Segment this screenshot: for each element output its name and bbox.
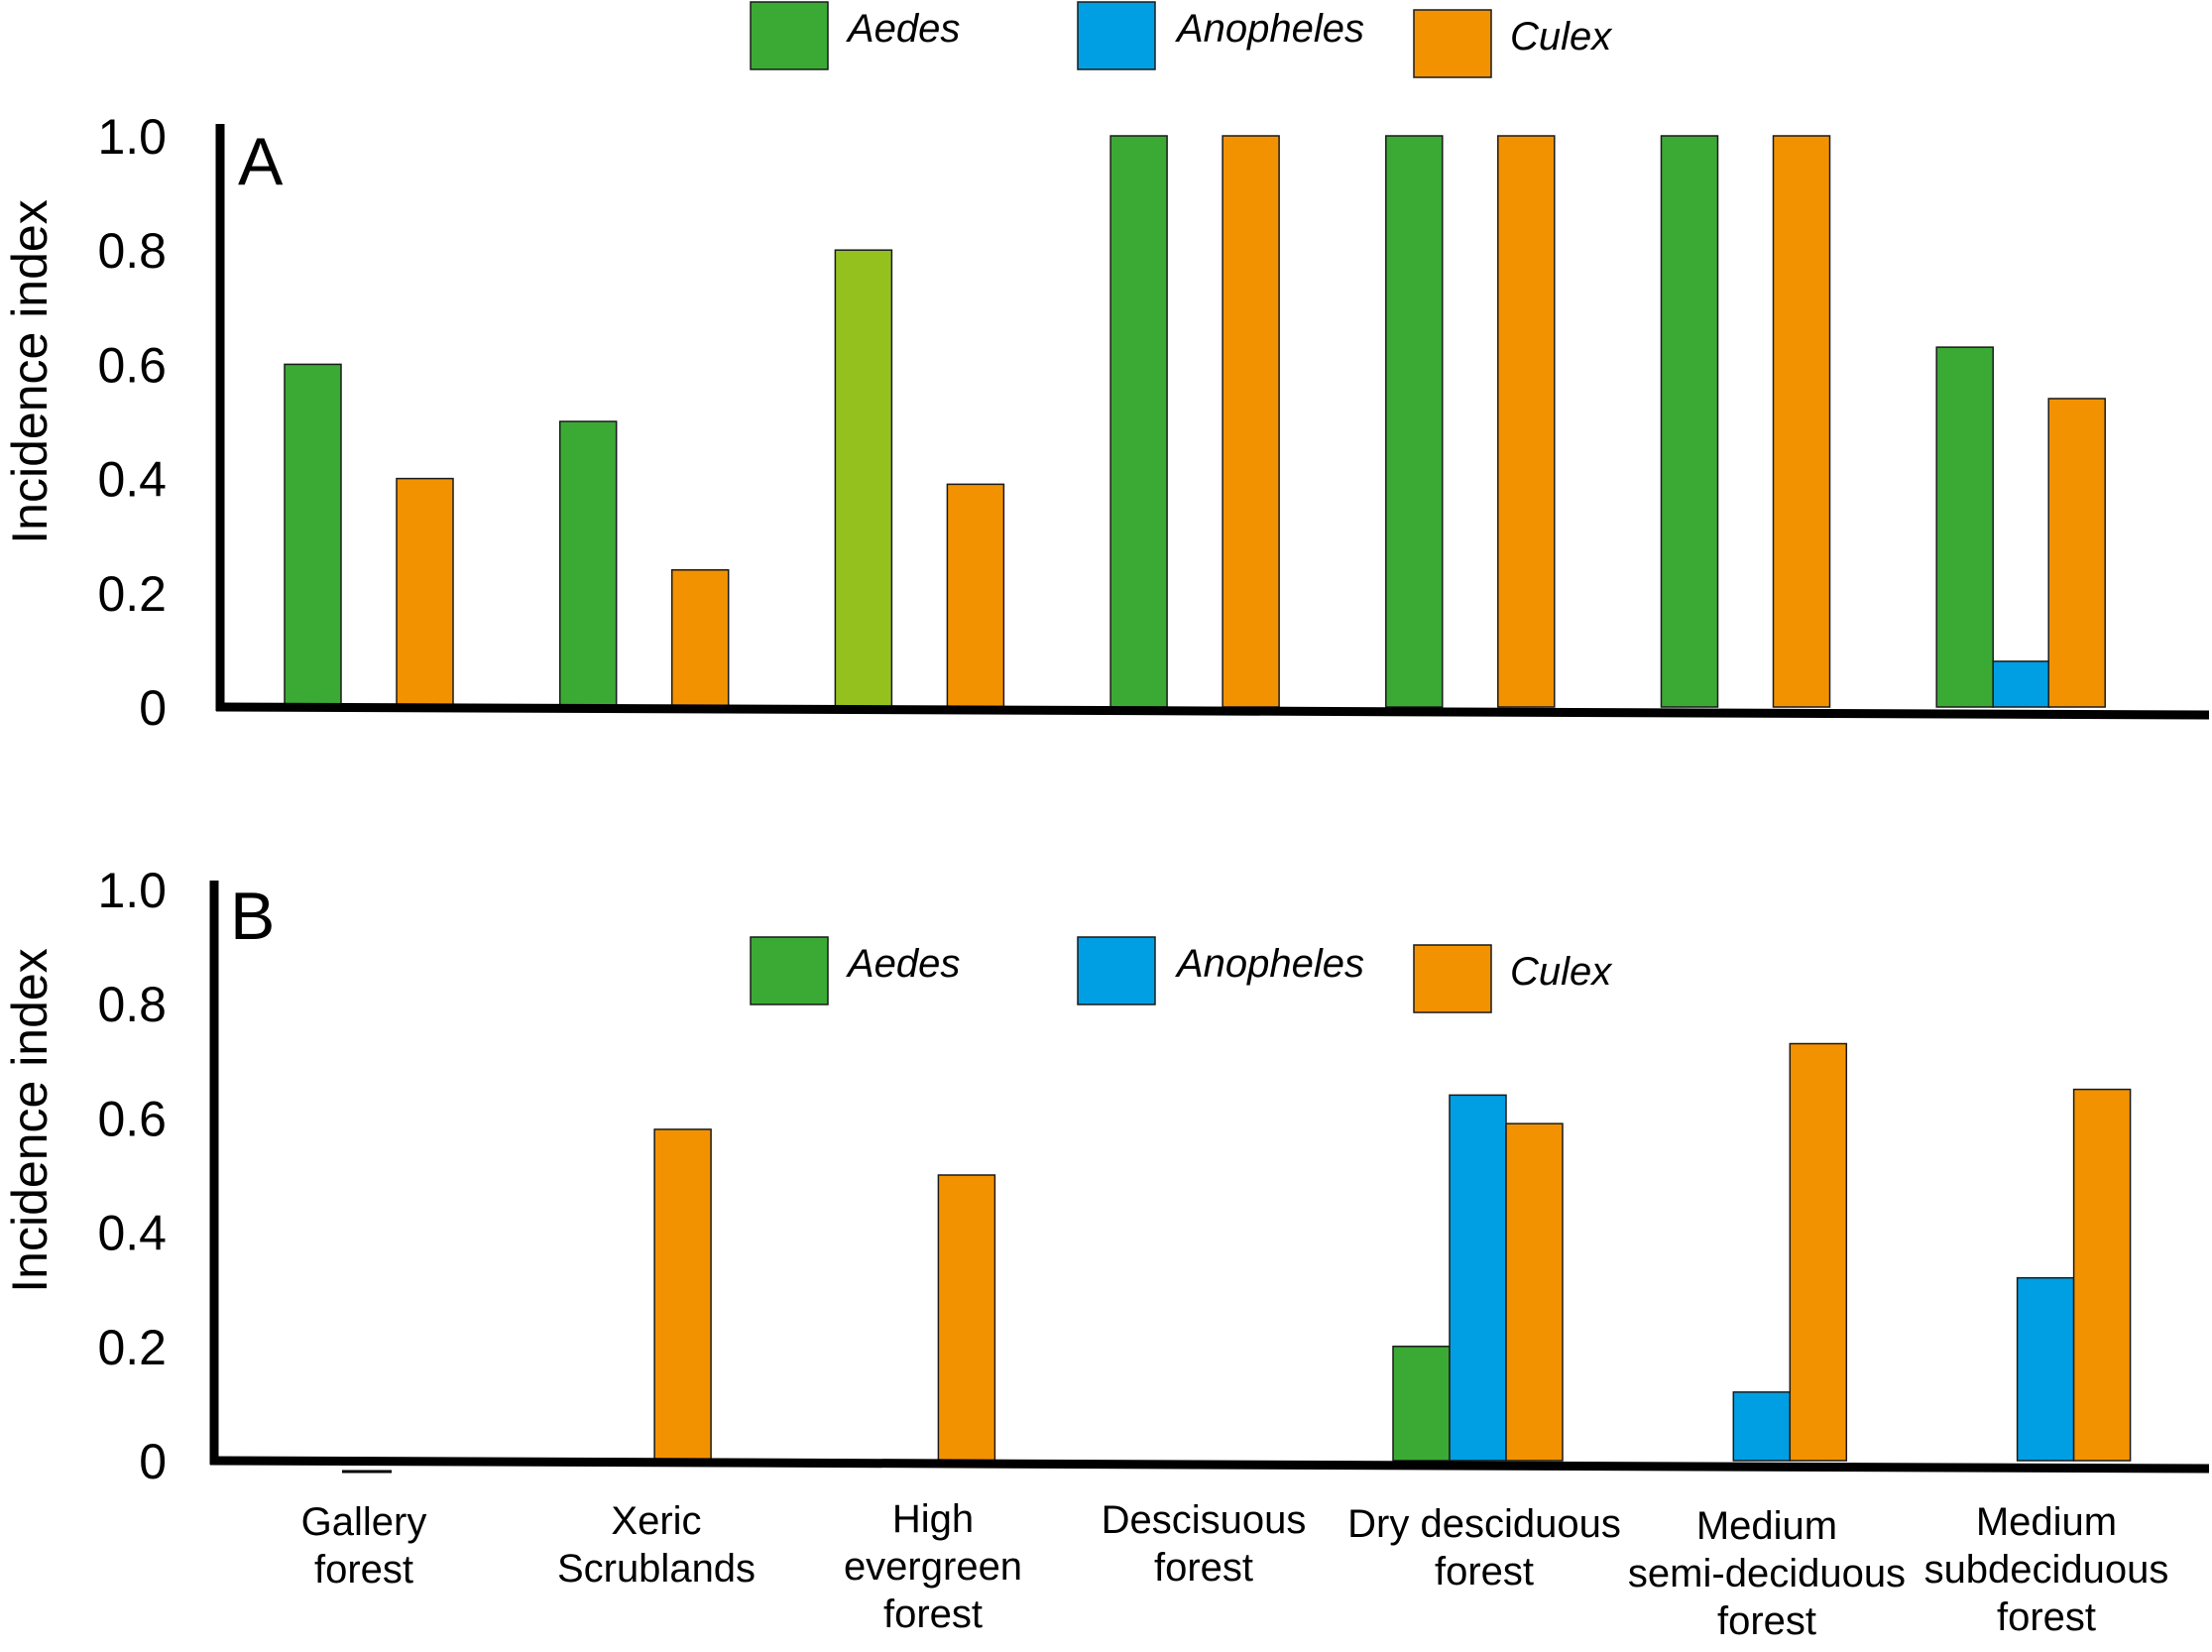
x-tick-label: forest [1154, 1546, 1253, 1590]
bar-culex [2047, 398, 2106, 708]
x-tick-label: High [892, 1497, 974, 1541]
legend-swatch-culex [1413, 9, 1492, 78]
bar-anopheles [2016, 1276, 2075, 1462]
y-tick-label: 0.4 [97, 1206, 167, 1261]
bar-aedes [1392, 1346, 1451, 1462]
panel-label: B [230, 879, 275, 954]
bar-culex [653, 1128, 712, 1462]
bar-culex [937, 1174, 996, 1462]
bar-aedes [558, 420, 618, 708]
x-axis-line [209, 1456, 2210, 1474]
bar-culex [946, 483, 1005, 708]
y-tick-label: 0.6 [97, 337, 167, 393]
y-tick-label: 1.0 [97, 109, 167, 165]
legend-swatch-culex [1413, 944, 1492, 1013]
bar-culex [1497, 135, 1556, 708]
y-tick-label: 0 [139, 1434, 167, 1489]
x-tick-label: Descisuous [1102, 1498, 1307, 1542]
legend-label-aedes: Aedes [846, 7, 960, 51]
y-axis-label: Incidence index [2, 199, 58, 543]
y-tick-label: 1.0 [97, 863, 167, 918]
bar-culex [1222, 135, 1280, 708]
legend-label-anopheles: Anopheles [1175, 942, 1364, 986]
bar-aedes [1660, 135, 1719, 708]
x-tick-label: forest [883, 1593, 983, 1636]
x-tick-label: Dry desciduous [1347, 1502, 1621, 1546]
bar-culex [670, 569, 730, 708]
x-tick-label: evergreen [844, 1545, 1022, 1589]
legend-label-anopheles: Anopheles [1175, 7, 1364, 51]
bar-anopheles [1732, 1391, 1792, 1462]
legend-label-aedes: Aedes [846, 942, 960, 986]
y-axis-label: Incidence index [2, 948, 58, 1292]
x-tick-label: Medium [1976, 1500, 2117, 1544]
y-tick-label: 0.6 [97, 1091, 167, 1146]
bar-anopheles [1992, 660, 2050, 708]
bar-aedes [834, 249, 893, 708]
bar-aedes [1935, 346, 1994, 708]
bar-culex [396, 477, 454, 708]
y-tick-label: 0.8 [97, 977, 167, 1032]
bar-culex [1789, 1042, 1848, 1462]
x-tick-label: forest [1435, 1550, 1534, 1593]
bar-culex [1505, 1122, 1564, 1462]
legend-swatch-anopheles [1077, 936, 1156, 1005]
bar-culex [2072, 1088, 2132, 1462]
legend-swatch-aedes [750, 1, 829, 70]
legend-swatch-anopheles [1077, 1, 1156, 70]
y-tick-label: 0.8 [97, 223, 167, 279]
legend-label-culex: Culex [1510, 950, 1613, 994]
bar-aedes [1109, 135, 1168, 708]
bar-anopheles [1449, 1094, 1507, 1462]
x-tick-label: forest [1717, 1599, 1816, 1643]
x-tick-label: subdeciduous [1924, 1548, 2169, 1592]
y-tick-label: 0.4 [97, 452, 167, 508]
x-tick-label: Scrublands [557, 1547, 756, 1591]
x-tick-label: Xeric [611, 1499, 701, 1543]
bar-culex [1772, 135, 1831, 708]
y-tick-label: 0.2 [97, 1320, 167, 1375]
legend-swatch-aedes [750, 936, 829, 1005]
x-tick-label: Medium [1696, 1504, 1837, 1548]
bar-aedes [284, 363, 342, 708]
panel-label: A [238, 124, 284, 199]
y-tick-label: 0.2 [97, 566, 167, 622]
x-tick-label: forest [314, 1548, 413, 1592]
x-tick-label: semi-deciduous [1628, 1552, 1906, 1595]
bar-aedes [1385, 135, 1444, 708]
x-axis-line [215, 702, 2210, 720]
y-tick-label: 0 [139, 680, 167, 736]
x-tick-label: Gallery [301, 1500, 427, 1544]
x-tick-label: forest [1997, 1595, 2096, 1639]
legend-label-culex: Culex [1510, 15, 1613, 59]
